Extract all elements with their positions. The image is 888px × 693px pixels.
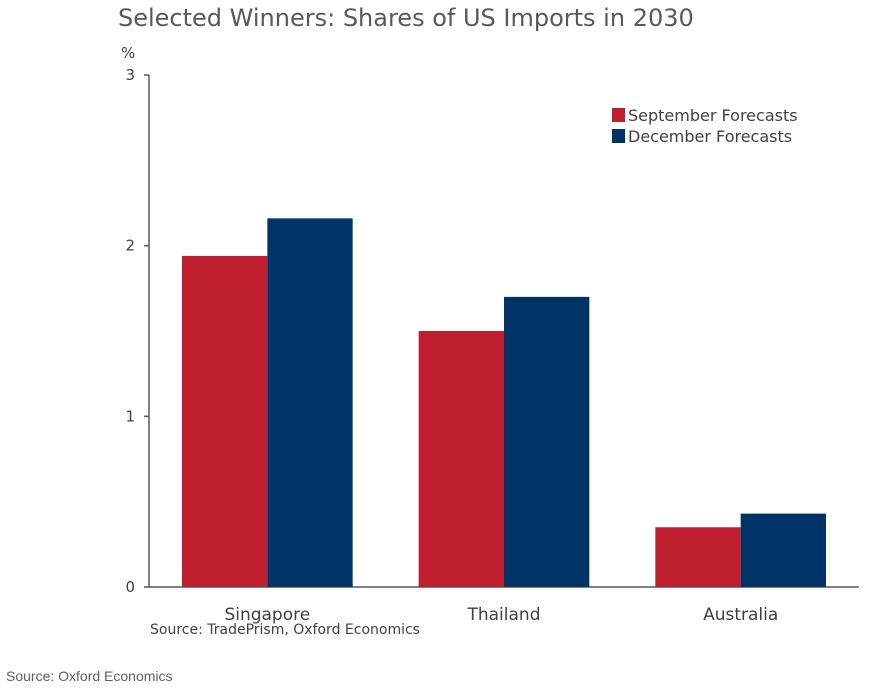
x-tick-label: Thailand	[466, 605, 540, 625]
bar-thailand-september	[418, 331, 504, 587]
y-axis-unit-label: %	[121, 44, 135, 62]
legend-label: December Forecasts	[628, 127, 792, 146]
legend-swatch	[612, 108, 625, 122]
chart-title: Selected Winners: Shares of US Imports i…	[118, 4, 694, 32]
bar-singapore-december	[267, 218, 353, 588]
y-tick-label: 3	[125, 66, 135, 84]
bar-australia-september	[655, 527, 741, 587]
x-tick-label: Australia	[703, 605, 778, 625]
legend-swatch	[612, 129, 625, 143]
bar-australia-december	[740, 513, 826, 587]
x-tick-label: Singapore	[224, 605, 310, 625]
bar-thailand-december	[504, 296, 590, 587]
chart-source-note: Source: TradePrism, Oxford Economics	[150, 622, 420, 638]
y-tick-label: 1	[125, 407, 135, 425]
y-tick-label: 2	[125, 237, 135, 255]
y-tick-label: 0	[125, 578, 135, 596]
page-source-note: Source: Oxford Economics	[6, 668, 173, 684]
legend-label: September Forecasts	[628, 106, 798, 125]
bar-singapore-september	[182, 255, 268, 587]
